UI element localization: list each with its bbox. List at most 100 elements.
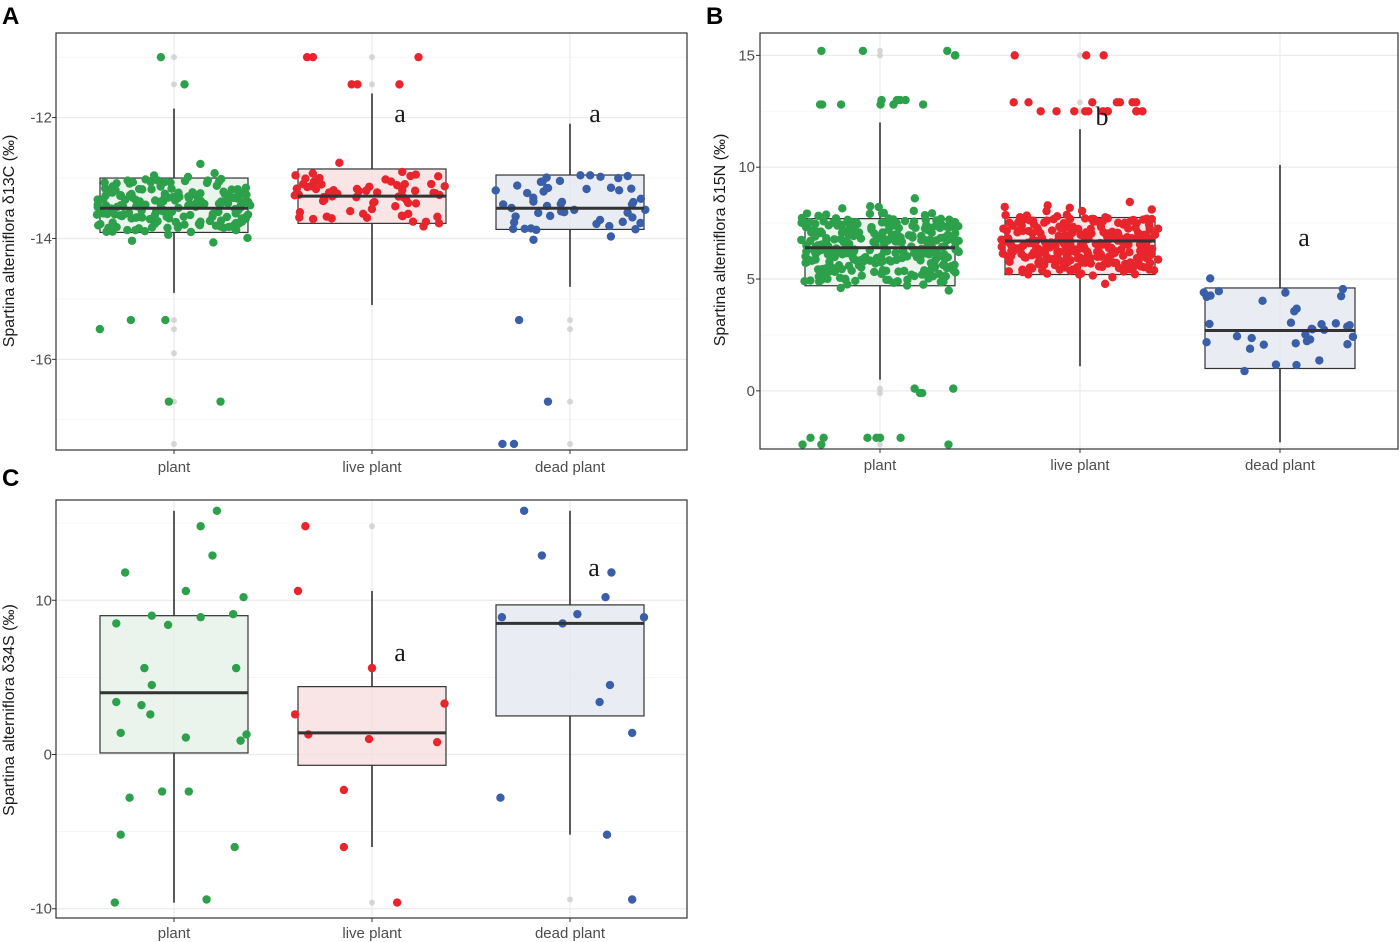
data-point [1345,320,1354,330]
data-point [1081,107,1090,116]
data-point [440,699,449,708]
data-point [1315,356,1324,365]
data-point [1125,197,1135,207]
data-point [1108,230,1117,240]
x-tick-label: dead plant [535,925,606,942]
x-tick-label: plant [158,459,191,476]
data-point [146,710,155,719]
outlier-point [369,523,375,530]
data-point [1147,205,1156,214]
data-point [308,52,318,62]
data-point [851,276,860,286]
data-point [160,189,170,198]
data-point [196,613,205,622]
x-tick-label: live plant [342,925,402,942]
data-point [116,728,125,738]
data-point [872,253,882,263]
data-point [865,209,875,218]
data-point [196,159,205,169]
data-point [837,228,847,238]
data-point [902,281,912,290]
data-point [932,216,941,225]
data-point [329,185,338,195]
data-point [829,218,838,227]
data-point [815,100,825,109]
data-point [1153,255,1163,264]
data-point [1080,214,1090,223]
data-point [924,274,933,283]
data-point [1147,214,1156,224]
data-point [1001,210,1010,220]
data-point [410,186,420,195]
data-point [858,46,868,56]
data-point [927,209,937,218]
data-point [119,210,129,219]
data-point [391,202,400,211]
data-point [1290,307,1299,316]
data-point [120,568,130,577]
data-point [925,235,935,244]
data-point [1029,248,1038,257]
data-point [1088,98,1097,107]
data-point [1130,269,1140,279]
data-point [392,898,402,907]
data-point [231,663,241,673]
data-point [1098,107,1108,116]
data-point [904,231,914,240]
data-point [1089,214,1098,224]
data-point [123,225,132,235]
data-point [186,210,195,220]
data-point [110,898,120,907]
data-point [1075,270,1084,279]
data-point [301,522,310,531]
data-point [606,183,616,192]
data-point [891,237,900,246]
data-point [322,212,331,221]
data-point [352,184,362,194]
data-point [831,265,841,274]
data-point [112,619,121,628]
data-point [181,733,191,742]
outlier-point [369,54,375,61]
data-point [339,842,349,852]
data-point [1281,288,1290,297]
outlier-point [877,390,883,397]
data-point [508,224,518,234]
data-point [227,185,236,194]
data-point [1079,244,1088,253]
data-point [509,439,519,449]
data-point [1040,218,1049,227]
data-point [186,227,196,237]
data-point [1338,284,1348,294]
data-point [806,276,815,285]
data-point [214,199,224,208]
data-point [639,613,649,622]
x-tick-label: dead plant [1245,457,1316,474]
data-point [884,275,893,285]
data-point [886,257,896,266]
data-point [427,179,436,189]
x-tick-label: live plant [342,459,402,476]
data-point [498,439,507,449]
data-point [1014,244,1024,254]
data-point [911,223,920,233]
data-point [153,176,163,185]
data-point [892,218,901,228]
data-point [1000,202,1009,212]
data-point [1100,279,1110,289]
data-point [223,193,232,202]
data-point [196,199,206,209]
data-point [836,283,845,293]
y-tick-label: -16 [30,351,52,368]
data-point [1286,318,1296,327]
data-point [163,223,172,233]
data-point [347,80,356,89]
data-point [945,215,954,224]
data-point [601,592,610,602]
data-point [339,785,349,795]
data-point [1018,226,1028,236]
data-point [929,258,939,268]
data-point [1129,215,1138,225]
data-point [164,214,174,223]
data-point [126,315,136,325]
